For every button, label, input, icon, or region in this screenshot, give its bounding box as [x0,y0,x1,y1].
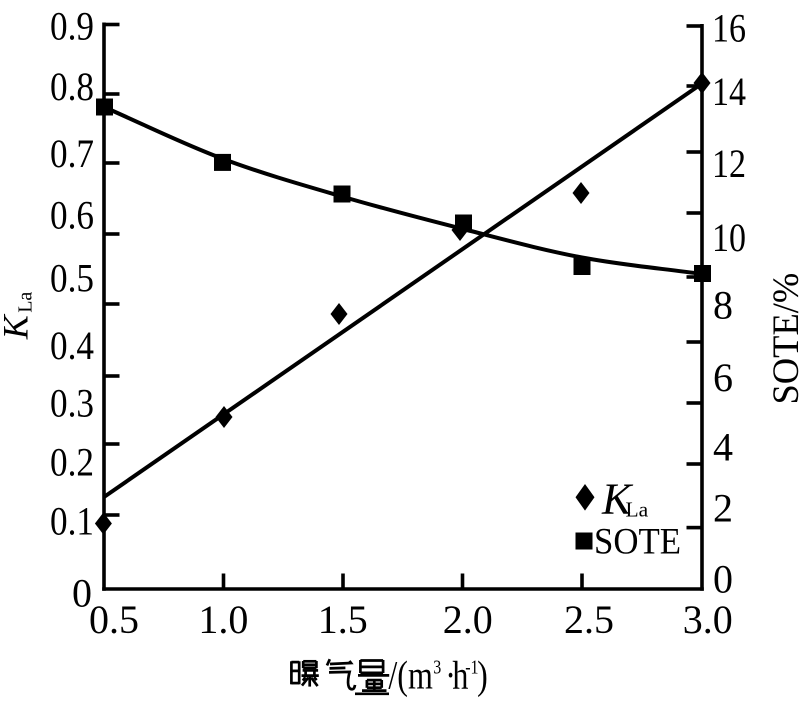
svg-text:-1: -1 [465,656,478,678]
svg-text:16: 16 [712,6,746,51]
svg-text:SOTE/%: SOTE/% [765,273,806,405]
svg-text:SOTE: SOTE [594,521,681,562]
svg-text:K: K [0,313,36,340]
svg-text:La: La [626,498,649,522]
svg-text:0: 0 [72,571,92,616]
svg-text:14: 14 [712,69,746,114]
svg-text:h: h [452,653,468,697]
svg-text:12: 12 [712,141,746,186]
svg-text:6: 6 [713,355,733,400]
svg-text:La: La [15,292,37,313]
svg-text:K: K [601,475,634,524]
svg-text:8: 8 [713,282,733,327]
svg-text:0.2: 0.2 [50,439,94,484]
svg-text:0: 0 [713,557,733,602]
svg-text:0.6: 0.6 [50,192,94,237]
svg-text:/(m: /(m [388,653,432,697]
svg-text:0.5: 0.5 [50,255,94,300]
svg-text:3.0: 3.0 [683,597,733,642]
svg-text:0.8: 0.8 [50,64,94,109]
svg-text:0.5: 0.5 [89,597,139,642]
svg-text:10: 10 [712,215,746,260]
svg-text:0.7: 0.7 [50,131,94,176]
svg-text:·: · [445,653,456,697]
svg-text:2: 2 [713,486,733,531]
svg-text:2.5: 2.5 [564,597,614,642]
svg-text:1.5: 1.5 [318,597,368,642]
svg-text:1.0: 1.0 [198,597,248,642]
svg-text:4: 4 [713,425,733,470]
svg-text:3: 3 [433,656,441,678]
svg-text:0.4: 0.4 [50,323,94,368]
svg-text:0.9: 0.9 [50,3,94,48]
svg-text:): ) [477,653,488,697]
svg-text:0.3: 0.3 [50,380,94,425]
svg-text:2.0: 2.0 [443,597,493,642]
svg-text:0.1: 0.1 [50,498,94,543]
